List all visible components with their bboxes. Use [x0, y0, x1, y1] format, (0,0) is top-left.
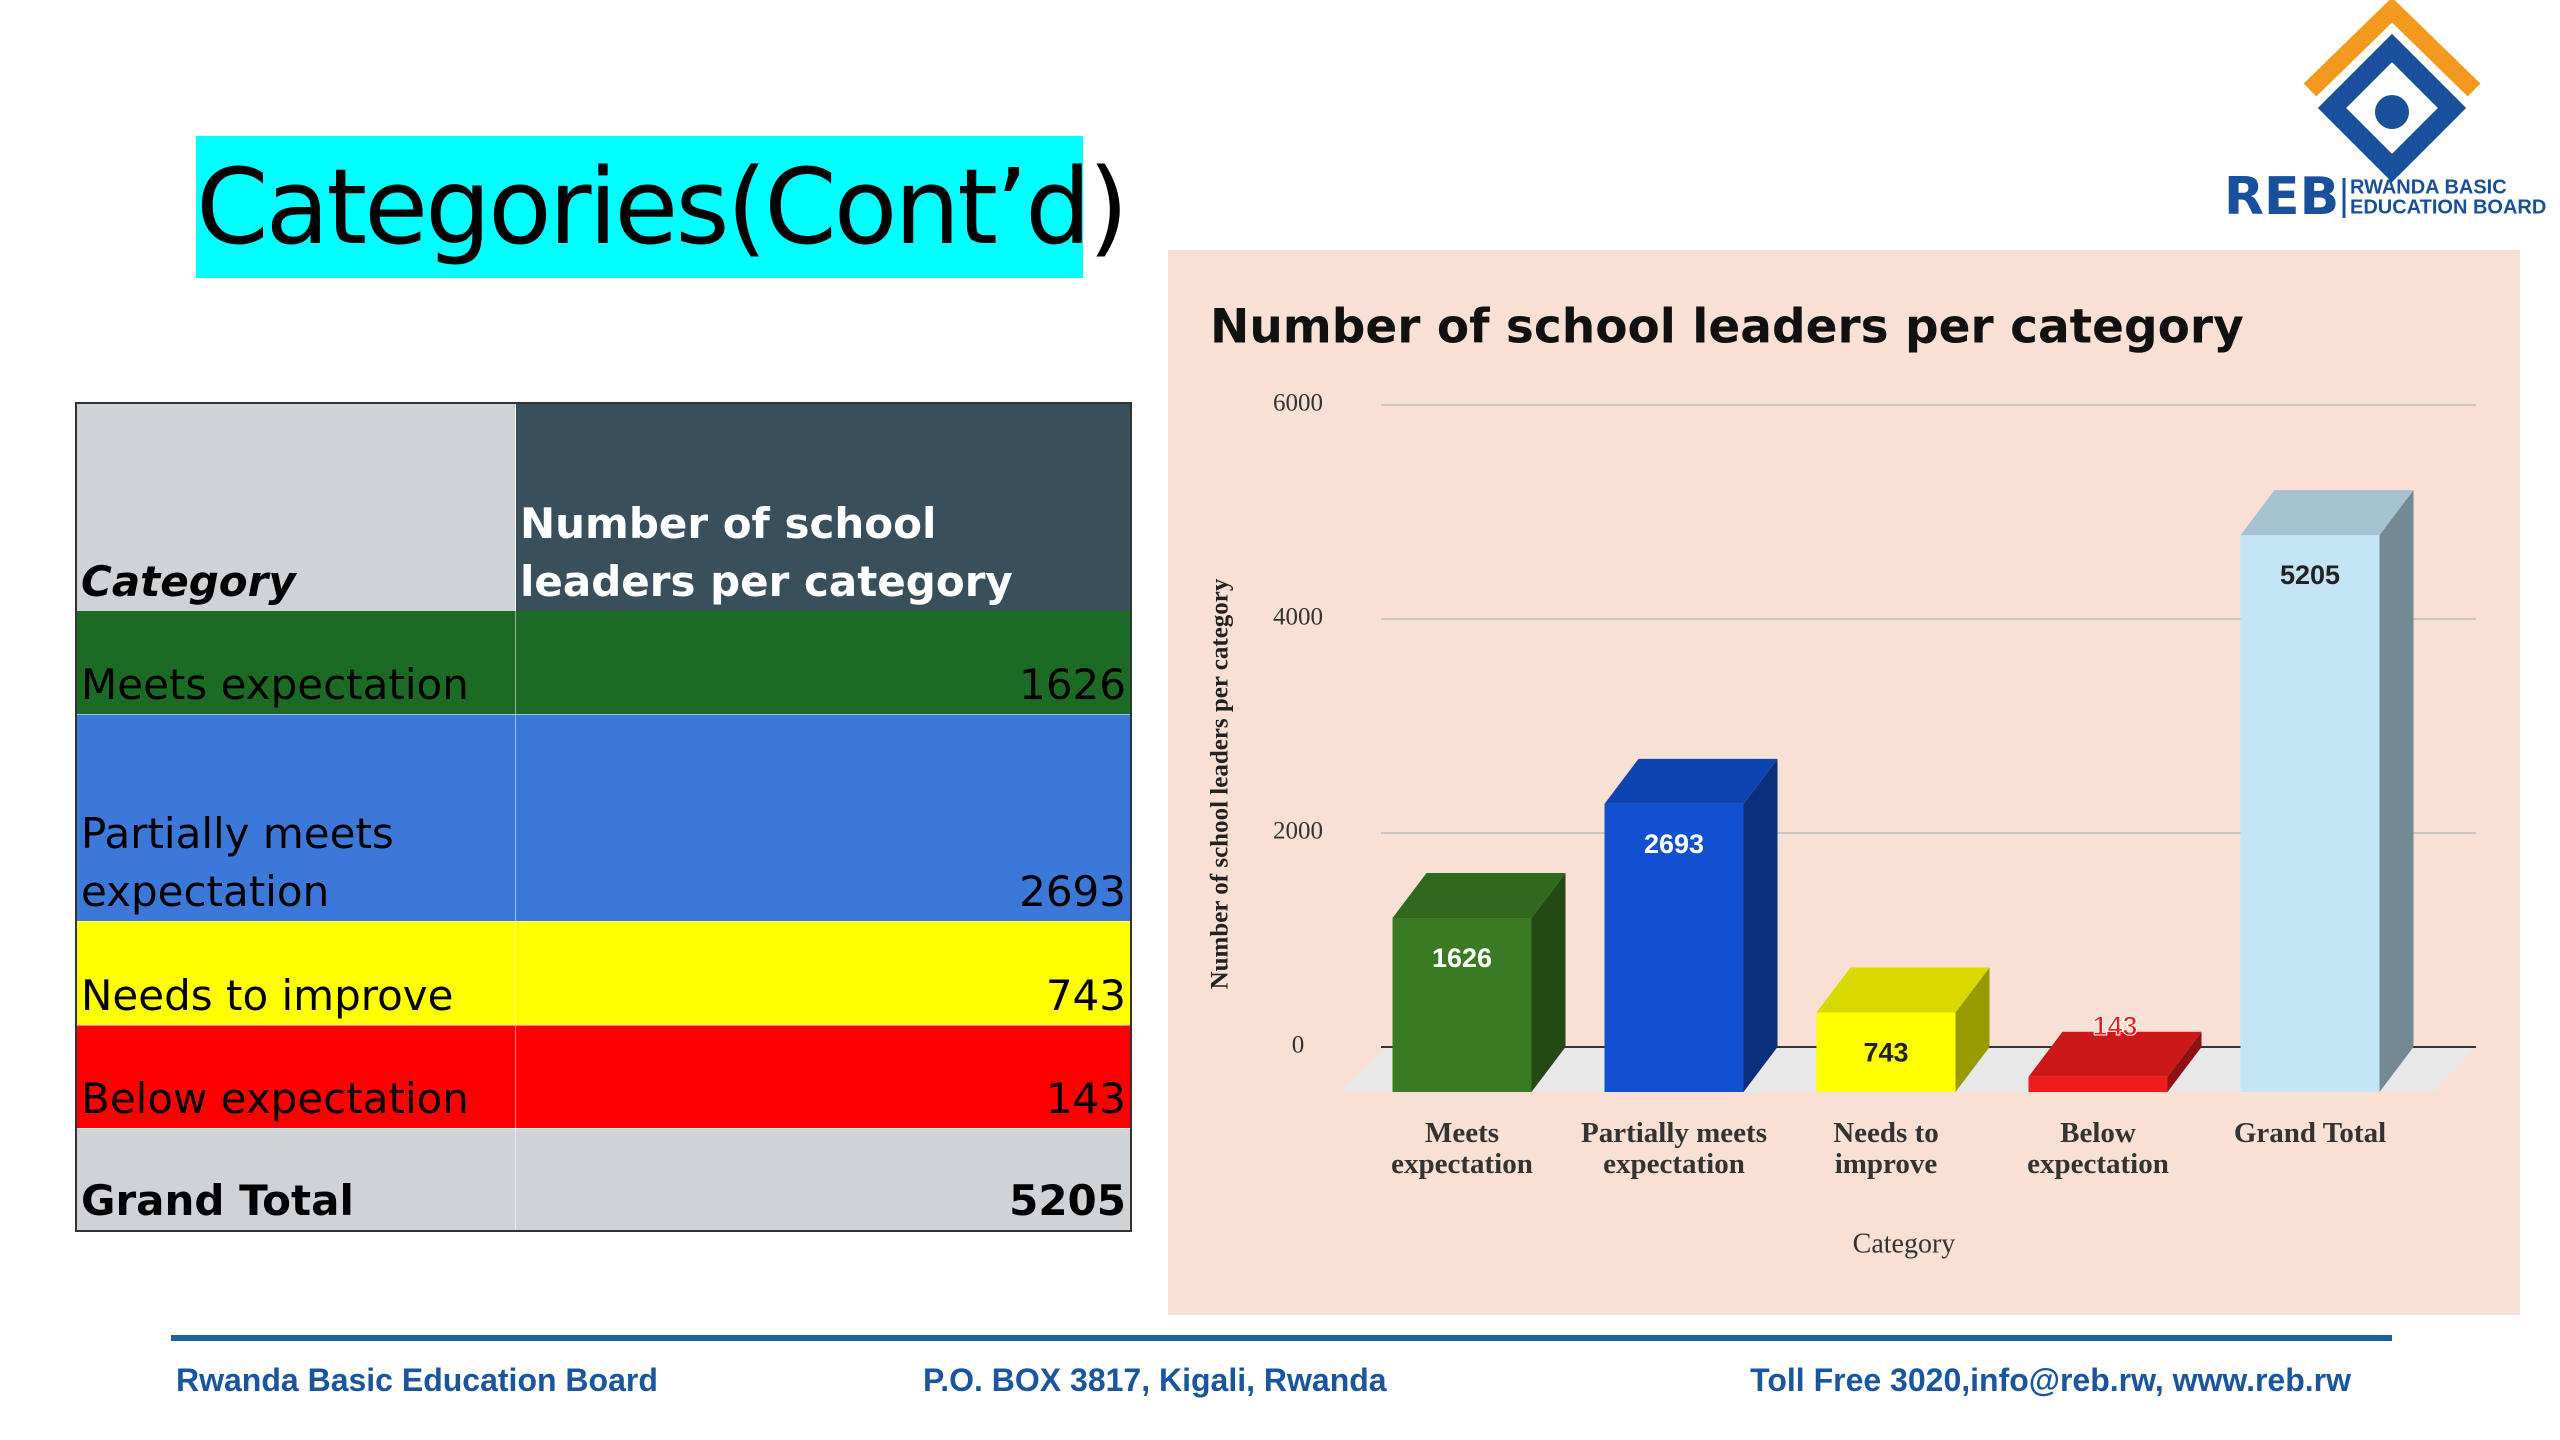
bar-top: [2028, 1031, 2202, 1077]
bar-side: [1531, 873, 1566, 1092]
category-cell: Meets expectation: [76, 611, 516, 715]
category-cell: Grand Total: [76, 1128, 516, 1232]
chart-title: Number of school leaders per category: [1210, 300, 2244, 355]
table-row: Below expectation 143: [76, 1025, 1132, 1129]
value-cell: 2693: [515, 714, 1132, 922]
table-row: Grand Total 5205: [76, 1128, 1132, 1232]
logo-abbr: REB: [2224, 167, 2339, 227]
category-cell: Below expectation: [76, 1025, 516, 1129]
table-row: Needs to improve 743: [76, 921, 1132, 1026]
table-header: Category Number of school leaders per ca…: [76, 403, 1131, 611]
bar-top: [1604, 758, 1778, 804]
bar-value-label: 2693: [1644, 829, 1704, 859]
bar-value-label: 143: [2092, 1011, 2137, 1041]
bar: [2240, 535, 2380, 1092]
x-tick-label: Meets expectation: [1391, 1117, 1533, 1180]
footer-text: Toll Free 3020,info@reb.rw, www.reb.rw: [1750, 1362, 2351, 1398]
bar-side: [2167, 1031, 2202, 1092]
x-tick-label: Grand Total: [2233, 1117, 2387, 1149]
x-tick-label: Needs to improve: [1833, 1117, 1939, 1180]
header-cell: Category: [76, 403, 516, 611]
category-cell: Partially meets expectation: [76, 714, 516, 922]
x-axis-label: Category: [1853, 1228, 1956, 1259]
bar: [1816, 1012, 1956, 1092]
bar-top: [1392, 873, 1566, 919]
x-tick-label: Partially meets expectation: [1580, 1117, 1767, 1180]
header-cell: Number of school leaders per category: [515, 403, 1131, 611]
value-cell: 1626: [515, 611, 1132, 715]
bar-value-label: 1626: [1432, 943, 1492, 973]
slide-title: Categories(Cont’d): [196, 136, 1129, 278]
value-cell: 143: [515, 1025, 1132, 1129]
x-tick-label: Below expectation: [2027, 1117, 2169, 1180]
footer-text: P.O. BOX 3817, Kigali, Rwanda: [923, 1362, 1387, 1398]
bar: [1392, 918, 1532, 1092]
bar-top: [1816, 967, 1990, 1013]
y-axis-label: Number of school leaders per category: [1207, 578, 1234, 989]
value-cell: 743: [515, 921, 1132, 1026]
logo-name: RWANDA BASIC: [2350, 176, 2507, 198]
y-tick-label: 2000: [1273, 818, 1323, 845]
logo-icon: [2303, 0, 2481, 183]
value-cell: 5205: [515, 1128, 1132, 1232]
bar-value-label: 743: [1863, 1038, 1908, 1068]
bar-value-label: 5205: [2280, 560, 2340, 590]
bar-side: [1955, 967, 1990, 1092]
data-table: Category Number of school leaders per ca…: [75, 402, 1132, 1232]
bar-top: [2240, 490, 2414, 536]
footer-text: Rwanda Basic Education Board: [176, 1362, 658, 1398]
y-tick-label: 0: [1292, 1032, 1305, 1059]
y-tick-label: 4000: [1273, 604, 1323, 631]
category-cell: Needs to improve: [76, 921, 516, 1026]
table-row: Meets expectation 1626: [76, 611, 1132, 715]
logo-name: EDUCATION BOARD: [2350, 196, 2546, 218]
y-tick-label: 6000: [1273, 390, 1323, 417]
table-row: Partially meets expectation 2693: [76, 714, 1132, 922]
bar-side: [1743, 758, 1778, 1092]
bar-side: [2379, 490, 2414, 1092]
bar: [1604, 803, 1744, 1092]
bar: [2028, 1076, 2168, 1092]
